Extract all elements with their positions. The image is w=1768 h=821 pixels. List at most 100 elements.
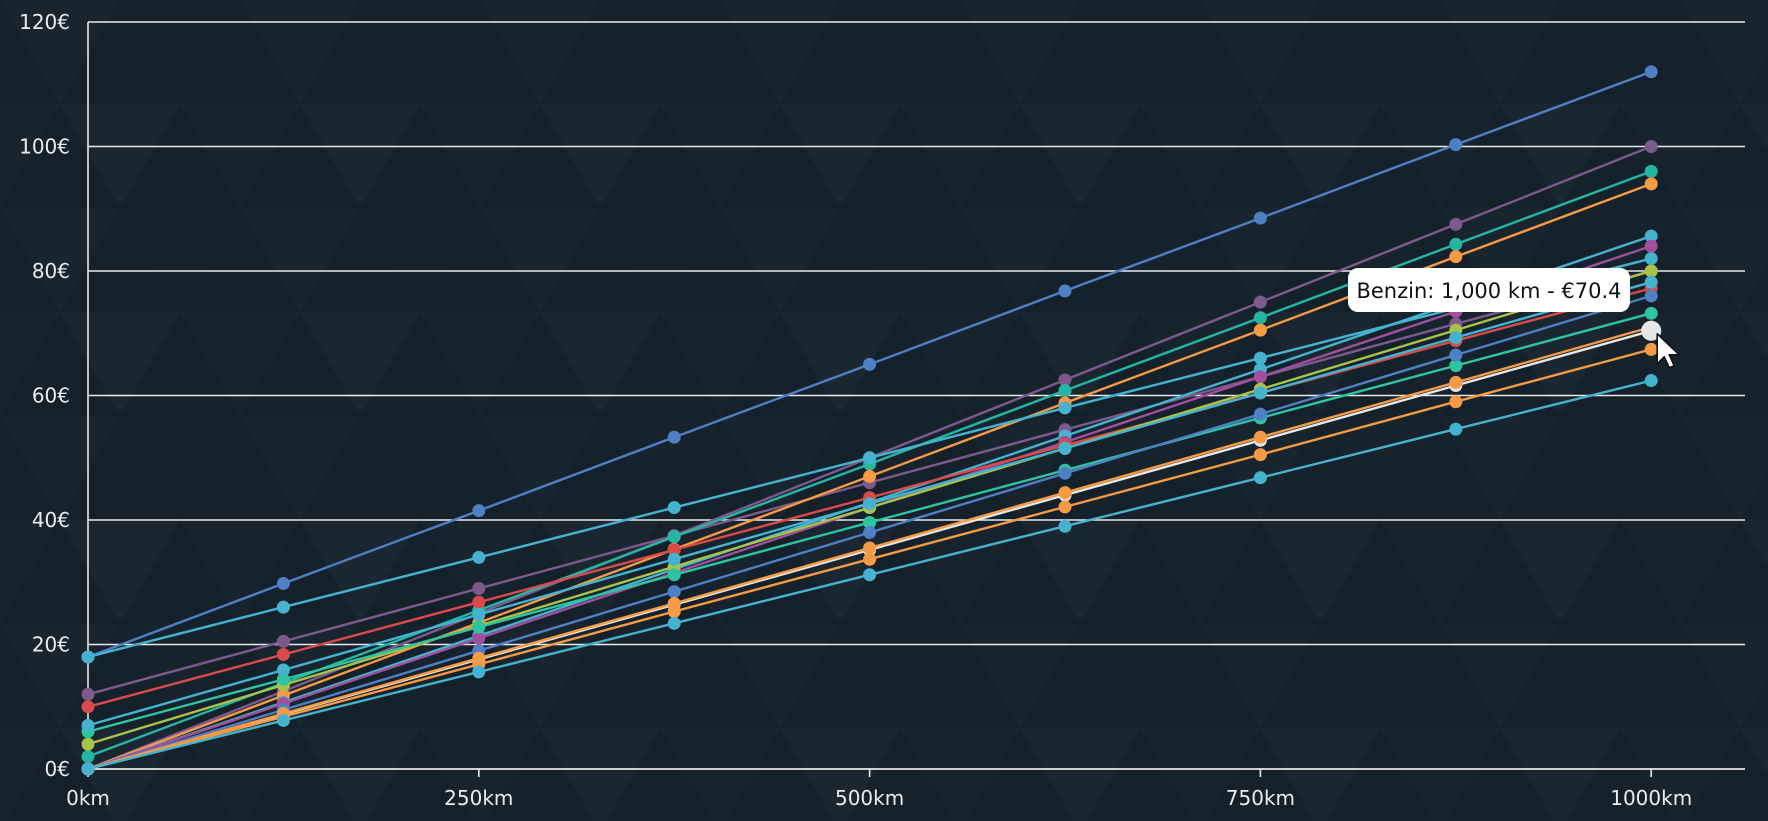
data-point[interactable]	[1644, 229, 1658, 243]
data-point[interactable]	[1644, 164, 1658, 178]
data-point[interactable]	[667, 568, 681, 582]
data-point[interactable]	[1058, 486, 1072, 500]
data-point[interactable]	[1644, 264, 1658, 278]
data-point[interactable]	[1058, 441, 1072, 455]
data-point[interactable]	[1449, 375, 1463, 389]
data-point[interactable]	[863, 568, 877, 582]
data-point[interactable]	[1644, 374, 1658, 388]
data-point[interactable]	[276, 663, 290, 677]
data-point[interactable]	[1449, 237, 1463, 251]
data-point[interactable]	[1644, 177, 1658, 191]
data-point[interactable]	[276, 647, 290, 661]
data-point[interactable]	[1253, 430, 1267, 444]
data-point[interactable]	[472, 595, 486, 609]
data-point[interactable]	[276, 672, 290, 686]
data-point[interactable]	[667, 616, 681, 630]
hovered-point[interactable]	[1641, 320, 1662, 341]
data-point[interactable]	[81, 687, 95, 701]
data-point[interactable]	[472, 665, 486, 679]
data-point[interactable]	[1058, 384, 1072, 398]
data-point[interactable]	[276, 713, 290, 727]
data-point[interactable]	[863, 541, 877, 555]
data-point[interactable]	[472, 608, 486, 622]
data-point[interactable]	[1253, 448, 1267, 462]
data-point[interactable]	[276, 600, 290, 614]
data-point[interactable]	[1253, 311, 1267, 325]
data-point[interactable]	[1253, 386, 1267, 400]
data-point[interactable]	[1253, 323, 1267, 337]
data-point[interactable]	[863, 525, 877, 539]
data-point[interactable]	[667, 605, 681, 619]
data-point[interactable]	[667, 552, 681, 566]
data-point[interactable]	[1644, 239, 1658, 253]
data-point[interactable]	[1449, 217, 1463, 231]
data-point[interactable]	[863, 515, 877, 529]
cursor-arrow	[1656, 332, 1681, 369]
series-12	[81, 275, 1658, 732]
data-point[interactable]	[863, 451, 877, 465]
tooltip: Benzin: 1,000 km - €70.4	[1348, 268, 1662, 341]
data-point[interactable]	[472, 581, 486, 595]
x-tick-label: 1000km	[1610, 786, 1692, 810]
y-tick-label: 40€	[32, 508, 70, 532]
data-point[interactable]	[1644, 65, 1658, 79]
data-point[interactable]	[1058, 401, 1072, 415]
data-point[interactable]	[1253, 211, 1267, 225]
data-point[interactable]	[1253, 370, 1267, 384]
data-point[interactable]	[1058, 373, 1072, 387]
data-point[interactable]	[276, 576, 290, 590]
data-point[interactable]	[1449, 359, 1463, 373]
data-point[interactable]	[667, 543, 681, 557]
data-point[interactable]	[863, 552, 877, 566]
data-point[interactable]	[863, 469, 877, 483]
data-point[interactable]	[472, 620, 486, 634]
data-point[interactable]	[667, 585, 681, 599]
data-point[interactable]	[1058, 519, 1072, 533]
data-point[interactable]	[863, 357, 877, 371]
data-point[interactable]	[1449, 331, 1463, 345]
tooltip-box	[1348, 268, 1630, 312]
y-tick-label: 80€	[32, 259, 70, 283]
data-point[interactable]	[81, 650, 95, 664]
data-point[interactable]	[276, 634, 290, 648]
data-point[interactable]	[667, 501, 681, 515]
data-point[interactable]	[1253, 407, 1267, 421]
data-point[interactable]	[81, 718, 95, 732]
data-point[interactable]	[1449, 395, 1463, 409]
data-point[interactable]	[472, 504, 486, 518]
data-point[interactable]	[667, 530, 681, 544]
data-point[interactable]	[81, 737, 95, 751]
data-point[interactable]	[81, 762, 95, 776]
y-tick-label: 120€	[19, 10, 70, 34]
data-point[interactable]	[1449, 422, 1463, 436]
y-tick-label: 100€	[19, 135, 70, 159]
series-group	[81, 65, 1658, 776]
data-point[interactable]	[472, 631, 486, 645]
data-point[interactable]	[81, 750, 95, 764]
y-tick-label: 0€	[45, 757, 70, 781]
data-point[interactable]	[1058, 466, 1072, 480]
data-point[interactable]	[1644, 140, 1658, 153]
data-point[interactable]	[1644, 306, 1658, 320]
data-point[interactable]	[472, 550, 486, 564]
series-16	[81, 374, 1658, 776]
data-point[interactable]	[1644, 252, 1658, 266]
data-point[interactable]	[1253, 471, 1267, 485]
data-point[interactable]	[1253, 295, 1267, 309]
data-point[interactable]	[1644, 275, 1658, 289]
data-point[interactable]	[863, 497, 877, 511]
data-point[interactable]	[1058, 500, 1072, 514]
data-point[interactable]	[1058, 284, 1072, 298]
data-point[interactable]	[1449, 250, 1463, 264]
data-point[interactable]	[1644, 342, 1658, 356]
data-point[interactable]	[1644, 289, 1658, 303]
data-point[interactable]	[1253, 351, 1267, 365]
data-point[interactable]	[667, 430, 681, 444]
x-tick-label: 500km	[835, 786, 904, 810]
series-0	[81, 65, 1658, 664]
data-point[interactable]	[1449, 138, 1463, 152]
data-point[interactable]	[81, 700, 95, 714]
data-point[interactable]	[1449, 348, 1463, 362]
